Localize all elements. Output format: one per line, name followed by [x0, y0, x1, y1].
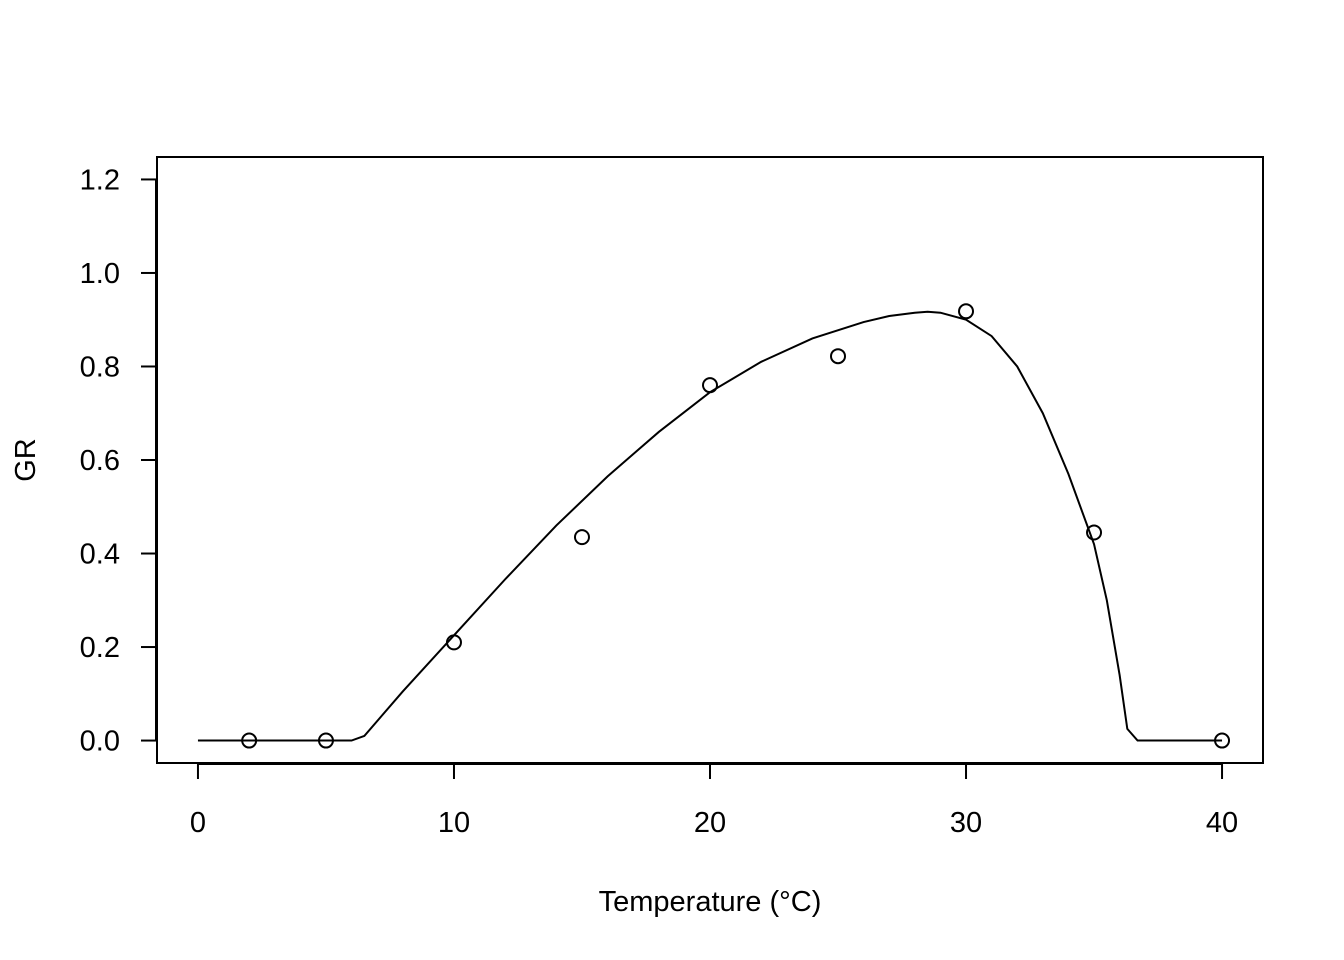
data-point	[573, 529, 590, 546]
x-axis: 0 10 20 30 40	[190, 763, 1238, 839]
y-tick-label: 1.0	[80, 258, 120, 290]
fit-curve	[197, 310, 1223, 742]
y-tick-label: 1.2	[80, 164, 120, 196]
y-tick-label: 0.6	[80, 445, 120, 477]
data-point	[317, 732, 334, 749]
plot-frame	[156, 156, 1264, 764]
y-tick-label: 0.8	[80, 351, 120, 383]
x-tick-label: 40	[1206, 807, 1238, 839]
y-tick-label: 0.0	[80, 726, 120, 758]
x-axis-label: Temperature (°C)	[599, 886, 822, 918]
x-tick-label: 0	[190, 807, 206, 839]
data-point	[241, 732, 258, 749]
y-tick-label: 0.2	[80, 632, 120, 664]
data-points	[241, 303, 1231, 749]
data-point	[1086, 524, 1103, 541]
data-point	[702, 377, 718, 394]
y-axis-label: GR	[10, 438, 42, 482]
data-point	[445, 634, 462, 651]
x-tick-label: 10	[438, 807, 470, 839]
data-point	[830, 348, 847, 365]
x-tick-label: 20	[694, 807, 726, 839]
y-axis: 0.0 0.2 0.4 0.6 0.8 1.0 1.2	[80, 164, 157, 758]
x-tick-label: 30	[950, 807, 982, 839]
data-point	[958, 303, 975, 320]
y-tick-label: 0.4	[80, 539, 120, 571]
data-point	[1214, 732, 1231, 749]
